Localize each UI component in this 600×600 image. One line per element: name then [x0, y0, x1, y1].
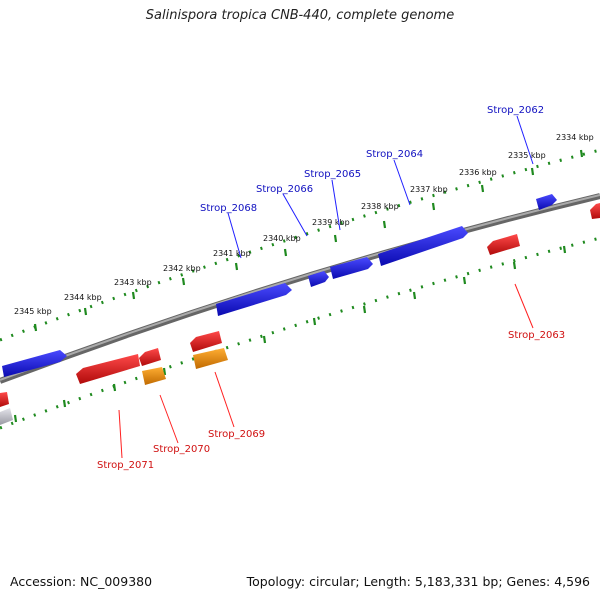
gene-label-strop-2064[interactable]: Strop_2064 [366, 149, 423, 160]
forward-gene[interactable] [2, 350, 67, 377]
scale-labels: 2334 kbp 2335 kbp 2336 kbp 2337 kbp 2338… [14, 133, 594, 316]
genome-backbone-highlight [0, 194, 600, 381]
scale-label: 2336 kbp [459, 168, 497, 177]
scale-label: 2334 kbp [556, 133, 594, 142]
outer-major-ticks [33, 149, 584, 332]
forward-gene[interactable] [330, 257, 373, 279]
scale-label: 2338 kbp [361, 202, 399, 211]
scale-label: 2344 kbp [64, 293, 102, 302]
accession-text: Accession: NC_009380 [10, 574, 153, 589]
scale-label: 2345 kbp [14, 307, 52, 316]
scale-label: 2335 kbp [508, 151, 546, 160]
reverse-gene[interactable] [139, 348, 161, 366]
gene-label-strop-2062[interactable]: Strop_2062 [487, 105, 544, 116]
map-title: Salinispora tropica CNB-440, complete ge… [145, 8, 455, 23]
scale-label: 2337 kbp [410, 185, 448, 194]
inner-major-ticks [13, 245, 567, 423]
forward-gene[interactable] [536, 194, 557, 210]
gene-label-strop-2065[interactable]: Strop_2065 [304, 169, 361, 180]
scale-label: 2341 kbp [213, 249, 251, 258]
reverse-gene-labels: Strop_2063 Strop_2069 Strop_2070 Strop_2… [97, 330, 565, 471]
forward-gene[interactable] [378, 226, 468, 266]
reverse-gene[interactable] [190, 331, 222, 352]
forward-gene-labels: Strop_2062 Strop_2064 Strop_2065 Strop_2… [200, 105, 544, 214]
reverse-gene[interactable] [590, 203, 600, 219]
forward-gene[interactable] [216, 283, 292, 316]
gene-label-strop-2068[interactable]: Strop_2068 [200, 203, 257, 214]
scale-label: 2340 kbp [263, 234, 301, 243]
reverse-callouts [118, 283, 534, 459]
forward-genes [2, 194, 557, 377]
gene-label-strop-2069[interactable]: Strop_2069 [208, 429, 265, 440]
gene-label-strop-2066[interactable]: Strop_2066 [256, 184, 313, 195]
scale-label: 2339 kbp [312, 218, 350, 227]
genome-summary-text: Topology: circular; Length: 5,183,331 bp… [246, 574, 590, 589]
reverse-gene[interactable] [0, 392, 9, 407]
scale-label: 2343 kbp [114, 278, 152, 287]
gene-label-strop-2070[interactable]: Strop_2070 [153, 444, 210, 455]
scale-label: 2342 kbp [163, 264, 201, 273]
other-gene[interactable] [0, 408, 13, 425]
rna-gene[interactable] [142, 367, 166, 385]
rna-gene[interactable] [193, 348, 228, 369]
reverse-gene[interactable] [76, 354, 140, 384]
gene-label-strop-2071[interactable]: Strop_2071 [97, 460, 154, 471]
reverse-gene[interactable] [487, 234, 520, 255]
reverse-genes [0, 203, 600, 407]
rna-genes [0, 348, 228, 425]
forward-gene[interactable] [308, 271, 329, 287]
gene-label-strop-2063[interactable]: Strop_2063 [508, 330, 565, 341]
forward-callouts [227, 115, 534, 259]
